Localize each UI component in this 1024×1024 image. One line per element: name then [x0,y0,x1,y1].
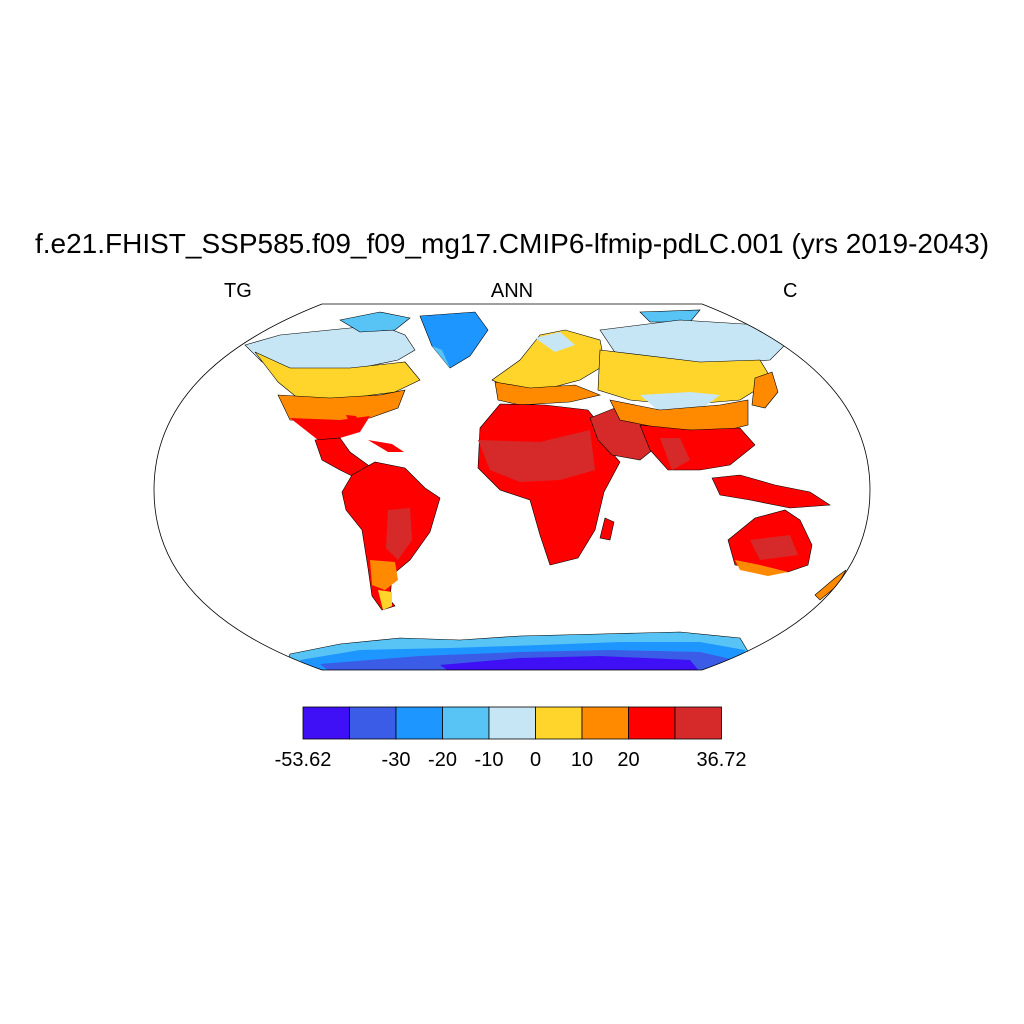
season-label: ANN [490,280,534,302]
north-america [244,324,421,483]
colorbar-tick-label: 20 [617,749,639,771]
map-outline [153,303,871,671]
units-label: C [783,280,798,302]
japan [751,371,779,409]
australia [727,509,847,601]
colorbar-swatch [628,706,676,740]
colorbar-swatch [674,706,722,740]
colorbar-tick-label: -20 [428,749,457,771]
greenland [419,311,489,369]
colorbar-swatch [535,706,583,740]
colorbar-swatch [581,706,629,740]
colorbar-tick-label: 36.72 [696,749,746,771]
colorbar-tick-label: -53.62 [275,749,332,771]
africa [477,403,621,566]
plot-title: f.e21.FHIST_SSP585.f09_f09_mg17.CMIP6-lf… [34,228,990,259]
colorbar-swatch [395,706,443,740]
maritime-continent [711,474,831,509]
south-america [341,461,441,611]
asia [597,319,831,509]
colorbar-swatch [488,706,536,740]
madagascar [599,517,615,541]
colorbar-tick-label: 10 [571,749,593,771]
antarctica [284,631,753,670]
variable-label: TG [224,280,252,302]
colorbar-swatch [302,706,350,740]
colorbar-tick-label: -10 [475,749,504,771]
colorbar-tick-label: -30 [382,749,411,771]
colorbar: -53.62 -30 -20 -10 0 10 20 36.72 [275,706,747,771]
arctic-islands [339,309,701,333]
caribbean-islands [368,440,404,452]
colorbar-swatch [349,706,397,740]
colorbar-swatch [442,706,490,740]
world-map [154,304,870,670]
colorbar-tick-label: 0 [530,749,541,771]
